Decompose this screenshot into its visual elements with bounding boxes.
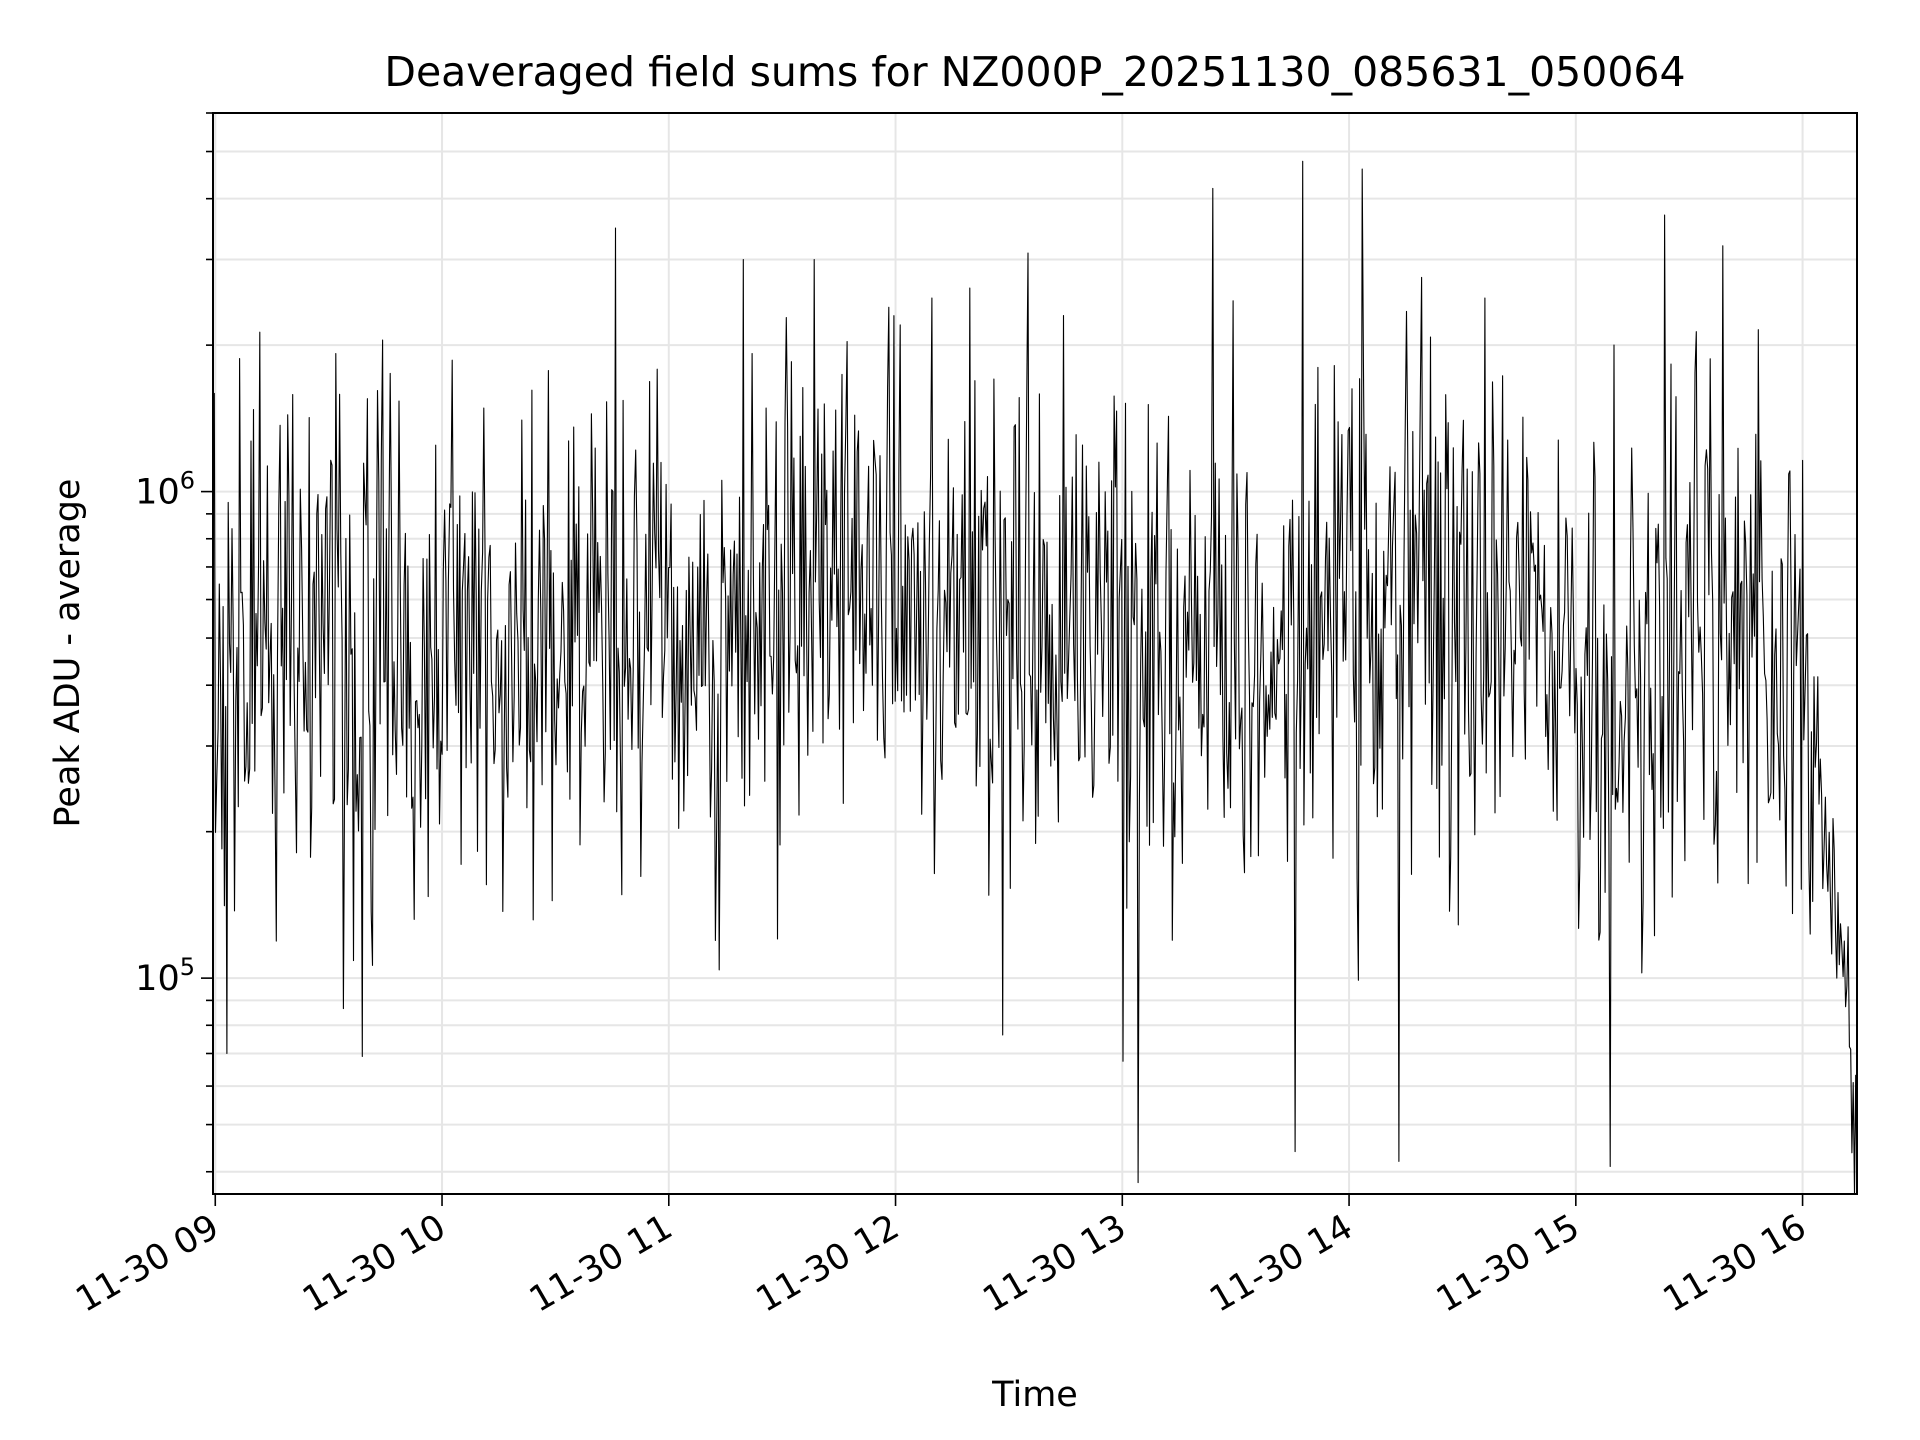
series-line bbox=[212, 160, 1858, 1195]
x-axis-label: Time bbox=[991, 1375, 1078, 1415]
chart-title: Deaveraged field sums for NZ000P_2025113… bbox=[384, 48, 1685, 96]
y-axis-label: Peak ADU - average bbox=[48, 479, 88, 828]
plot-frame bbox=[212, 112, 1858, 1195]
y-tick-label: 106 bbox=[135, 467, 195, 513]
series-layer bbox=[212, 160, 1858, 1195]
y-tick-label: 105 bbox=[135, 953, 195, 999]
